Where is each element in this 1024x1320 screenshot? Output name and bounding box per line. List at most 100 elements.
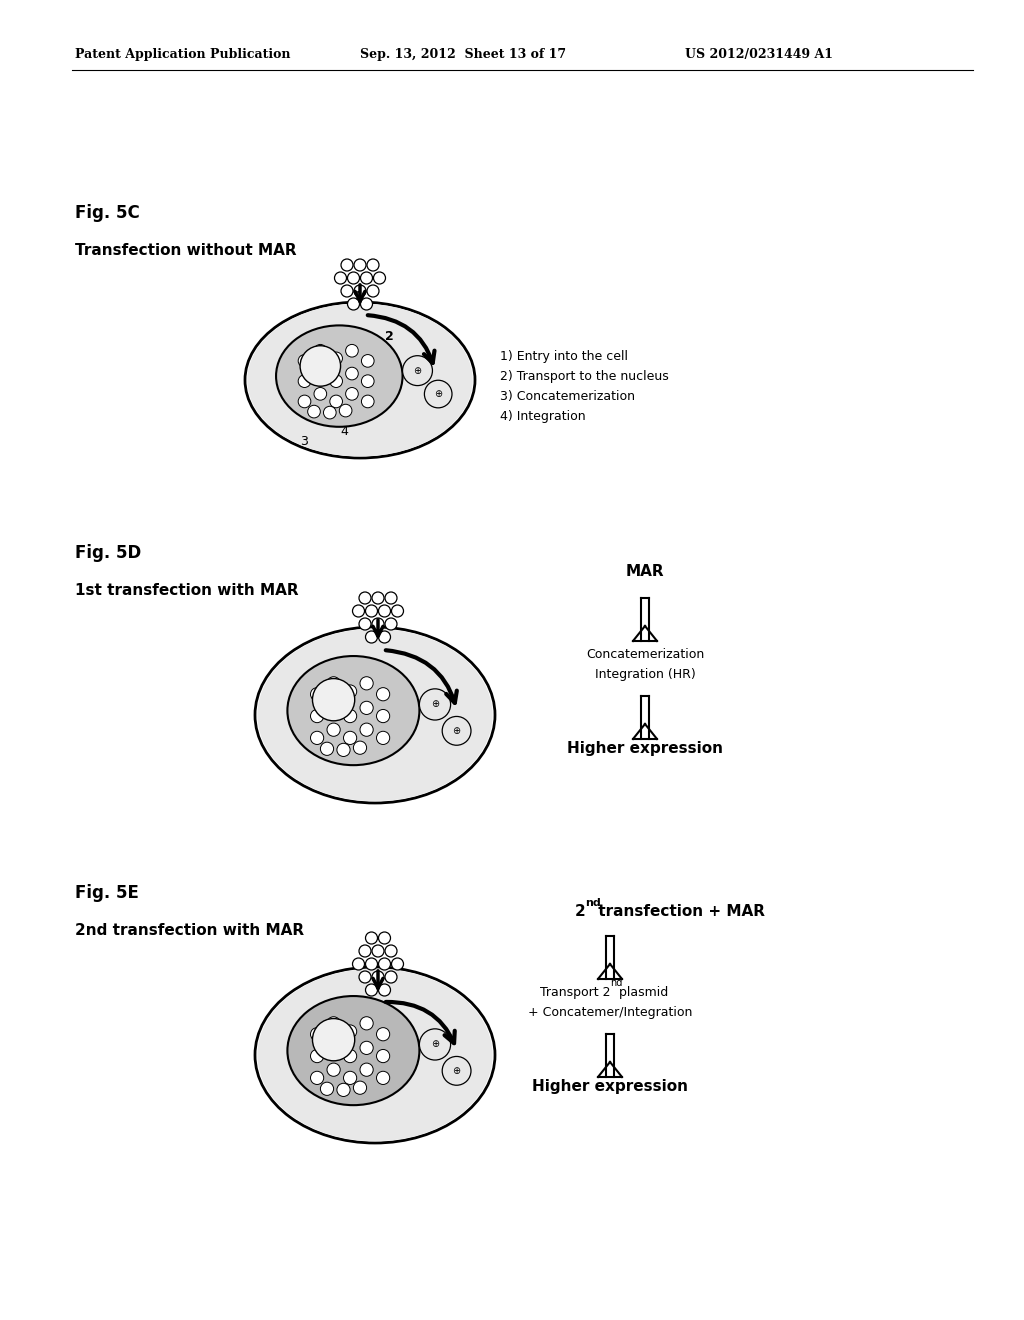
Circle shape	[377, 1028, 390, 1041]
Circle shape	[367, 285, 379, 297]
Ellipse shape	[255, 968, 495, 1143]
Circle shape	[312, 1019, 354, 1061]
Circle shape	[341, 285, 353, 297]
Circle shape	[343, 1024, 356, 1038]
Text: ⊕: ⊕	[414, 366, 422, 376]
Ellipse shape	[257, 969, 493, 1142]
Text: nd: nd	[585, 898, 601, 908]
Circle shape	[354, 259, 366, 271]
Circle shape	[298, 375, 311, 388]
Circle shape	[377, 1072, 390, 1085]
Circle shape	[442, 1056, 471, 1085]
Circle shape	[347, 298, 359, 310]
Circle shape	[420, 1028, 451, 1060]
Ellipse shape	[288, 997, 420, 1105]
Text: plasmid: plasmid	[615, 986, 669, 999]
Circle shape	[360, 1041, 373, 1055]
Circle shape	[327, 723, 340, 737]
Circle shape	[298, 355, 311, 367]
Text: ⊕: ⊕	[434, 389, 442, 399]
Text: 2: 2	[574, 904, 585, 919]
Circle shape	[379, 932, 390, 944]
Circle shape	[337, 1084, 350, 1097]
Circle shape	[360, 677, 373, 690]
Circle shape	[310, 1049, 324, 1063]
Circle shape	[321, 1082, 334, 1096]
Circle shape	[359, 591, 371, 605]
Circle shape	[377, 688, 390, 701]
Text: 2: 2	[385, 330, 394, 343]
Circle shape	[324, 407, 336, 418]
Circle shape	[327, 1063, 340, 1076]
Circle shape	[360, 723, 373, 737]
Ellipse shape	[288, 656, 420, 766]
Circle shape	[343, 709, 356, 722]
Circle shape	[367, 259, 379, 271]
Circle shape	[330, 352, 342, 364]
Circle shape	[341, 259, 353, 271]
Text: Transport 2: Transport 2	[540, 986, 610, 999]
Circle shape	[310, 731, 324, 744]
Circle shape	[366, 932, 378, 944]
Text: Integration (HR): Integration (HR)	[595, 668, 695, 681]
Circle shape	[327, 1016, 340, 1030]
Circle shape	[361, 395, 374, 408]
Circle shape	[335, 272, 346, 284]
Text: ⊕: ⊕	[453, 726, 461, 735]
Circle shape	[327, 677, 340, 690]
Text: Higher expression: Higher expression	[532, 1078, 688, 1094]
Circle shape	[377, 709, 390, 722]
Text: 4: 4	[340, 425, 348, 438]
Circle shape	[337, 743, 350, 756]
Ellipse shape	[245, 302, 475, 458]
Circle shape	[385, 618, 397, 630]
Circle shape	[310, 1028, 324, 1041]
Circle shape	[314, 388, 327, 400]
Circle shape	[343, 1049, 356, 1063]
Text: 2nd transfection with MAR: 2nd transfection with MAR	[75, 923, 304, 939]
Circle shape	[391, 958, 403, 970]
Text: Concatemerization: Concatemerization	[586, 648, 705, 661]
Circle shape	[385, 972, 397, 983]
Circle shape	[379, 605, 390, 616]
Text: + Concatemer/Integration: + Concatemer/Integration	[527, 1006, 692, 1019]
Circle shape	[330, 395, 342, 408]
Circle shape	[359, 972, 371, 983]
Circle shape	[346, 345, 358, 358]
Ellipse shape	[257, 628, 493, 801]
Circle shape	[300, 346, 341, 387]
Circle shape	[314, 345, 327, 358]
Text: 2) Transport to the nucleus: 2) Transport to the nucleus	[500, 370, 669, 383]
Circle shape	[377, 731, 390, 744]
Circle shape	[310, 1072, 324, 1085]
Text: 4) Integration: 4) Integration	[500, 411, 586, 422]
Circle shape	[366, 605, 378, 616]
Circle shape	[377, 1049, 390, 1063]
Circle shape	[366, 983, 378, 997]
Circle shape	[379, 983, 390, 997]
Text: nd: nd	[610, 978, 623, 987]
Circle shape	[321, 742, 334, 755]
Circle shape	[314, 367, 327, 380]
Circle shape	[379, 958, 390, 970]
Circle shape	[385, 945, 397, 957]
Circle shape	[391, 605, 403, 616]
Circle shape	[353, 741, 367, 754]
Circle shape	[312, 678, 354, 721]
Circle shape	[360, 1016, 373, 1030]
Circle shape	[361, 355, 374, 367]
Circle shape	[310, 709, 324, 722]
Ellipse shape	[248, 304, 473, 457]
Circle shape	[298, 395, 311, 408]
Text: Higher expression: Higher expression	[567, 741, 723, 756]
Circle shape	[372, 945, 384, 957]
Circle shape	[310, 688, 324, 701]
Text: ⊕: ⊕	[431, 700, 439, 709]
Text: 1) Entry into the cell: 1) Entry into the cell	[500, 350, 628, 363]
Circle shape	[330, 375, 342, 388]
Text: Fig. 5D: Fig. 5D	[75, 544, 141, 562]
Circle shape	[346, 367, 358, 380]
Circle shape	[360, 298, 373, 310]
Ellipse shape	[276, 326, 402, 426]
Circle shape	[343, 731, 356, 744]
